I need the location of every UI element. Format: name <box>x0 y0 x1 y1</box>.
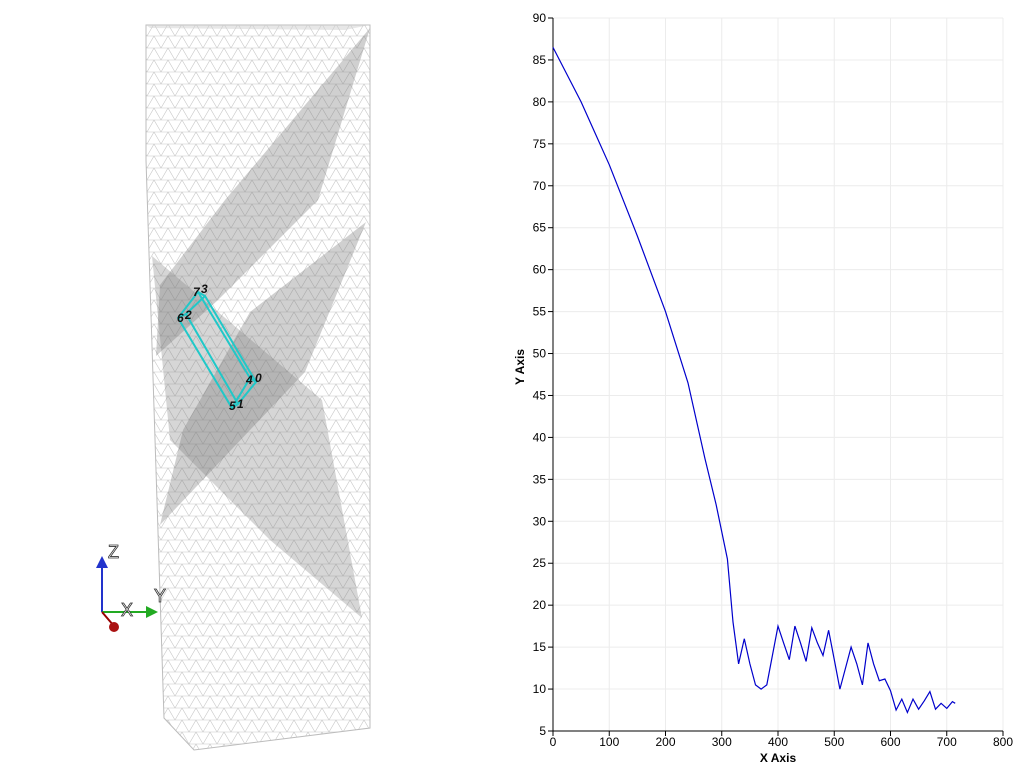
y-tick-label: 40 <box>533 430 547 444</box>
3d-viewport[interactable]: 7 3 6 2 4 0 5 1 Z Y X <box>0 0 510 768</box>
y-tick-label: 65 <box>533 221 547 235</box>
y-tick-label: 80 <box>533 95 547 109</box>
y-tick-label: 70 <box>533 179 547 193</box>
y-tick-label: 10 <box>533 682 547 696</box>
y-tick-label: 30 <box>533 514 547 528</box>
y-tick-label: 15 <box>533 640 547 654</box>
line-chart: 0 100 200 300 400 500 600 700 800 5 10 15 20 25 30 35 40… <box>513 11 1013 765</box>
selected-cell <box>176 290 258 410</box>
line-chart-view[interactable]: 0 100 200 300 400 500 600 700 800 5 10 15 20 25 30 35 40… <box>510 0 1024 768</box>
cut-plane <box>160 222 366 525</box>
orientation-axes-widget: Z Y X <box>96 542 166 632</box>
cut-plane <box>156 28 370 356</box>
series-line <box>552 47 956 715</box>
x-tick-label: 100 <box>599 735 619 749</box>
x-tick-label: 600 <box>880 735 900 749</box>
point-label: 0 <box>255 371 262 385</box>
x-tick-label: 0 <box>550 735 557 749</box>
x-axis-arrow <box>109 622 119 632</box>
x-tick-label: 700 <box>937 735 957 749</box>
mesh-box-top <box>146 25 370 30</box>
y-tick-label: 50 <box>533 347 547 361</box>
x-tick-label: 400 <box>768 735 788 749</box>
point-label: 3 <box>201 282 208 296</box>
x-tick-label: 800 <box>993 735 1013 749</box>
point-label: 6 <box>177 311 184 325</box>
y-tick-label: 25 <box>533 556 547 570</box>
y-tick-label: 55 <box>533 305 547 319</box>
3d-scene: 7 3 6 2 4 0 5 1 Z Y X <box>96 24 371 751</box>
y-tick-label: 75 <box>533 137 547 151</box>
point-label: 7 <box>193 285 201 299</box>
x-tick-label: 500 <box>824 735 844 749</box>
point-label: 4 <box>245 373 253 387</box>
y-tick-label: 60 <box>533 263 547 277</box>
point-label: 2 <box>184 308 192 322</box>
y-tick-label: 5 <box>539 724 546 738</box>
x-axis-title: X Axis <box>760 751 797 765</box>
y-tick-label: 45 <box>533 388 547 402</box>
x-tick-label: 200 <box>655 735 675 749</box>
point-label: 5 <box>229 399 236 413</box>
point-label: 1 <box>237 397 244 411</box>
x-axis-label: X <box>121 600 133 620</box>
y-axis-label: Y <box>154 586 166 606</box>
y-tick-label: 90 <box>533 11 547 25</box>
y-tick-label: 85 <box>533 53 547 67</box>
y-axis-title: Y Axis <box>513 349 527 385</box>
y-tick-label: 35 <box>533 472 547 486</box>
x-tick-label: 300 <box>712 735 732 749</box>
z-axis-arrow <box>96 556 108 568</box>
y-axis-arrow <box>146 606 158 618</box>
z-axis-label: Z <box>108 542 119 562</box>
y-tick-label: 20 <box>533 598 547 612</box>
